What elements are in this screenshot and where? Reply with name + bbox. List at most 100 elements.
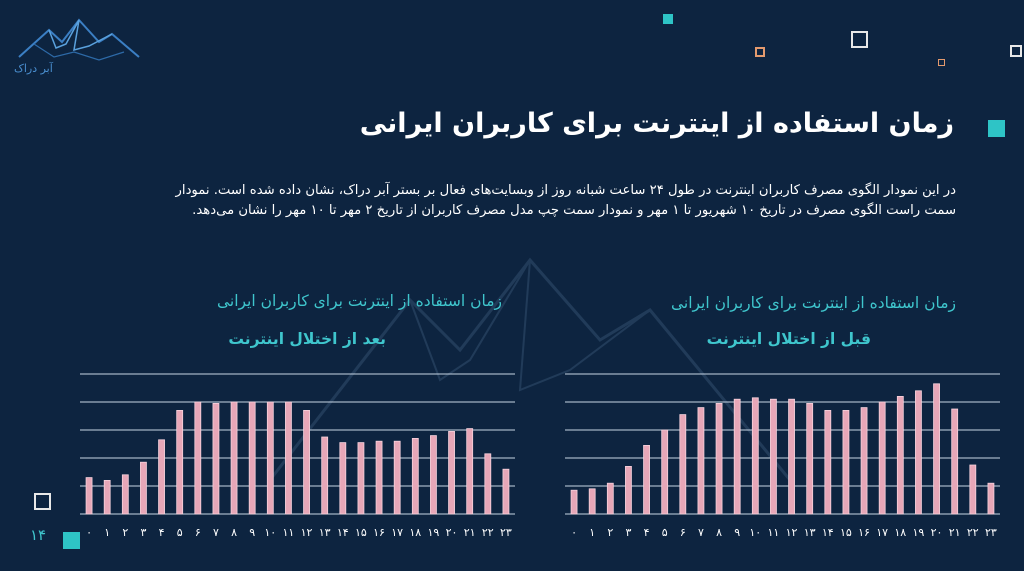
- right-chart-bar-6: [679, 414, 687, 515]
- deco-square-teal: [663, 14, 673, 24]
- right-chart-subtitle: قبل از اختلال اینترنت: [706, 330, 871, 348]
- right-chart-tick-label-9: ۹: [734, 526, 740, 539]
- left-chart-bar-11: [285, 401, 292, 515]
- left-chart-tick-label-14: ۱۴: [337, 526, 349, 539]
- mountain-watermark: [270, 257, 790, 481]
- left-bar-chart: ۰ ۱ ۲ ۳ ۴ ۵ ۶ ۷ ۸ ۹ ۱۰ ۱۱ ۱۲ ۱۳ ۱۴ ۱۵ ۱۶ ۱۷ ۱۸ ۱۹ ۲۰ ۲۱ ۲۲ ۲۳: [80, 373, 515, 539]
- right-chart-tick-label-7: ۷: [698, 526, 704, 539]
- right-chart-bar-7: [697, 407, 705, 515]
- right-chart-bar-0: [570, 489, 578, 515]
- right-chart-bar-3: [625, 466, 632, 515]
- right-chart-bar-15: [842, 410, 850, 515]
- logo-text: آبر دراک: [14, 62, 53, 75]
- right-chart-bar-16: [860, 407, 868, 515]
- left-chart-bar-10: [266, 401, 274, 515]
- right-chart-bar-20: [933, 383, 940, 515]
- right-chart-bar-22: [969, 464, 977, 515]
- left-chart-tick-label-1: ۱: [104, 526, 110, 539]
- right-chart-tick-label-15: ۱۵: [840, 526, 852, 539]
- right-chart-tick-label-4: ۴: [644, 526, 650, 539]
- left-chart-tick-label-22: ۲۲: [482, 526, 494, 539]
- page-number: ۱۴: [30, 526, 47, 544]
- right-chart-bar-10: [751, 397, 759, 515]
- deco-square-outline: [851, 31, 868, 48]
- logo-mountain-icon: [18, 18, 140, 61]
- right-chart-bar-17: [878, 401, 886, 515]
- left-chart-tick-label-9: ۹: [249, 526, 255, 539]
- left-chart-bar-7: [212, 403, 220, 515]
- right-chart-tick-label-0: ۰: [571, 526, 577, 539]
- right-chart-bar-11: [770, 398, 777, 515]
- deco-square-orange-small: [938, 59, 945, 66]
- deco-square-outline-small: [1010, 45, 1022, 57]
- title-bullet: [988, 120, 1005, 137]
- left-chart-bar-16: [375, 440, 383, 515]
- right-chart-bar-19: [915, 390, 922, 515]
- left-chart-bar-8: [230, 401, 238, 515]
- right-chart-bar-13: [806, 403, 814, 515]
- left-chart-tick-label-10: ۱۰: [264, 526, 276, 539]
- left-chart-tick-label-19: ۱۹: [428, 526, 440, 539]
- left-chart-tick-label-6: ۶: [195, 526, 201, 539]
- right-chart-tick-label-6: ۶: [680, 526, 686, 539]
- left-chart-bar-0: [85, 477, 93, 515]
- left-chart-tick-label-23: ۲۳: [500, 526, 512, 539]
- description-paragraph: در این نمودار الگوی مصرف کاربران اینترنت…: [175, 183, 956, 218]
- right-chart-title: زمان استفاده از اینترنت برای کاربران ایر…: [670, 294, 956, 312]
- right-chart-tick-label-2: ۲: [607, 526, 613, 539]
- left-chart-subtitle: بعد از اختلال اینترنت: [228, 330, 386, 348]
- left-chart-tick-label-3: ۳: [140, 526, 146, 539]
- right-chart-tick-label-19: ۱۹: [913, 526, 925, 539]
- right-chart-bar-9: [733, 398, 741, 515]
- right-chart-bar-12: [788, 398, 795, 515]
- left-chart-bar-4: [158, 439, 165, 515]
- left-chart-bar-18: [411, 438, 419, 515]
- left-chart-tick-label-2: ۲: [122, 526, 128, 539]
- right-chart-tick-label-8: ۸: [716, 526, 722, 539]
- deco-square-outline-bottom: [34, 493, 51, 510]
- page-title: زمان استفاده از اینترنت برای کاربران ایر…: [359, 108, 954, 139]
- left-chart-bar-22: [484, 453, 492, 515]
- left-chart-bar-19: [430, 435, 437, 515]
- left-chart-title: زمان استفاده از اینترنت برای کاربران ایر…: [216, 292, 502, 310]
- right-chart-bar-5: [661, 429, 669, 515]
- left-chart-bar-20: [448, 431, 455, 515]
- left-chart-bar-13: [321, 436, 329, 515]
- left-chart-bar-1: [103, 480, 111, 515]
- right-chart-tick-label-18: ۱۸: [894, 526, 906, 539]
- right-chart-tick-label-21: ۲۱: [949, 526, 961, 539]
- right-chart-tick-label-13: ۱۳: [804, 526, 816, 539]
- right-chart-bar-8: [715, 403, 723, 515]
- right-chart-tick-label-3: ۳: [625, 526, 631, 539]
- right-chart-tick-label-10: ۱۰: [749, 526, 761, 539]
- right-chart-tick-label-5: ۵: [662, 526, 668, 539]
- left-chart-tick-label-15: ۱۵: [355, 526, 367, 539]
- right-chart-bar-14: [824, 410, 832, 515]
- left-chart-bar-5: [176, 410, 184, 515]
- left-chart-bar-6: [194, 401, 202, 515]
- left-chart-bar-14: [339, 442, 347, 515]
- right-chart-bar-4: [643, 445, 650, 515]
- left-chart-bar-3: [140, 461, 147, 515]
- left-chart-tick-label-13: ۱۳: [319, 526, 331, 539]
- left-chart-tick-label-17: ۱۷: [391, 526, 403, 539]
- left-chart-tick-label-12: ۱۲: [301, 526, 313, 539]
- left-chart-bar-17: [393, 440, 401, 515]
- right-chart-tick-label-16: ۱۶: [858, 526, 870, 539]
- left-chart-tick-label-7: ۷: [213, 526, 219, 539]
- right-chart-tick-label-14: ۱۴: [822, 526, 834, 539]
- left-chart-tick-label-5: ۵: [177, 526, 183, 539]
- right-bar-chart: ۰ ۱ ۲ ۳ ۴ ۵ ۶ ۷ ۸ ۹ ۱۰ ۱۱ ۱۲ ۱۳ ۱۴ ۱۵ ۱۶ ۱۷ ۱۸ ۱۹ ۲۰ ۲۱ ۲۲ ۲۳: [565, 373, 1000, 539]
- left-chart-bar-2: [121, 474, 129, 515]
- right-chart-bar-18: [896, 395, 904, 515]
- deco-square-teal-bottom: [63, 532, 80, 549]
- left-chart-bar-9: [248, 401, 256, 515]
- left-chart-tick-label-16: ۱۶: [373, 526, 385, 539]
- right-chart-bar-21: [951, 408, 959, 515]
- left-chart-tick-label-21: ۲۱: [464, 526, 476, 539]
- right-chart-tick-label-17: ۱۷: [876, 526, 888, 539]
- deco-square-orange: [755, 47, 765, 57]
- left-chart-bar-23: [502, 468, 510, 515]
- right-chart-tick-label-11: ۱۱: [768, 526, 780, 539]
- right-chart-tick-label-20: ۲۰: [931, 526, 943, 539]
